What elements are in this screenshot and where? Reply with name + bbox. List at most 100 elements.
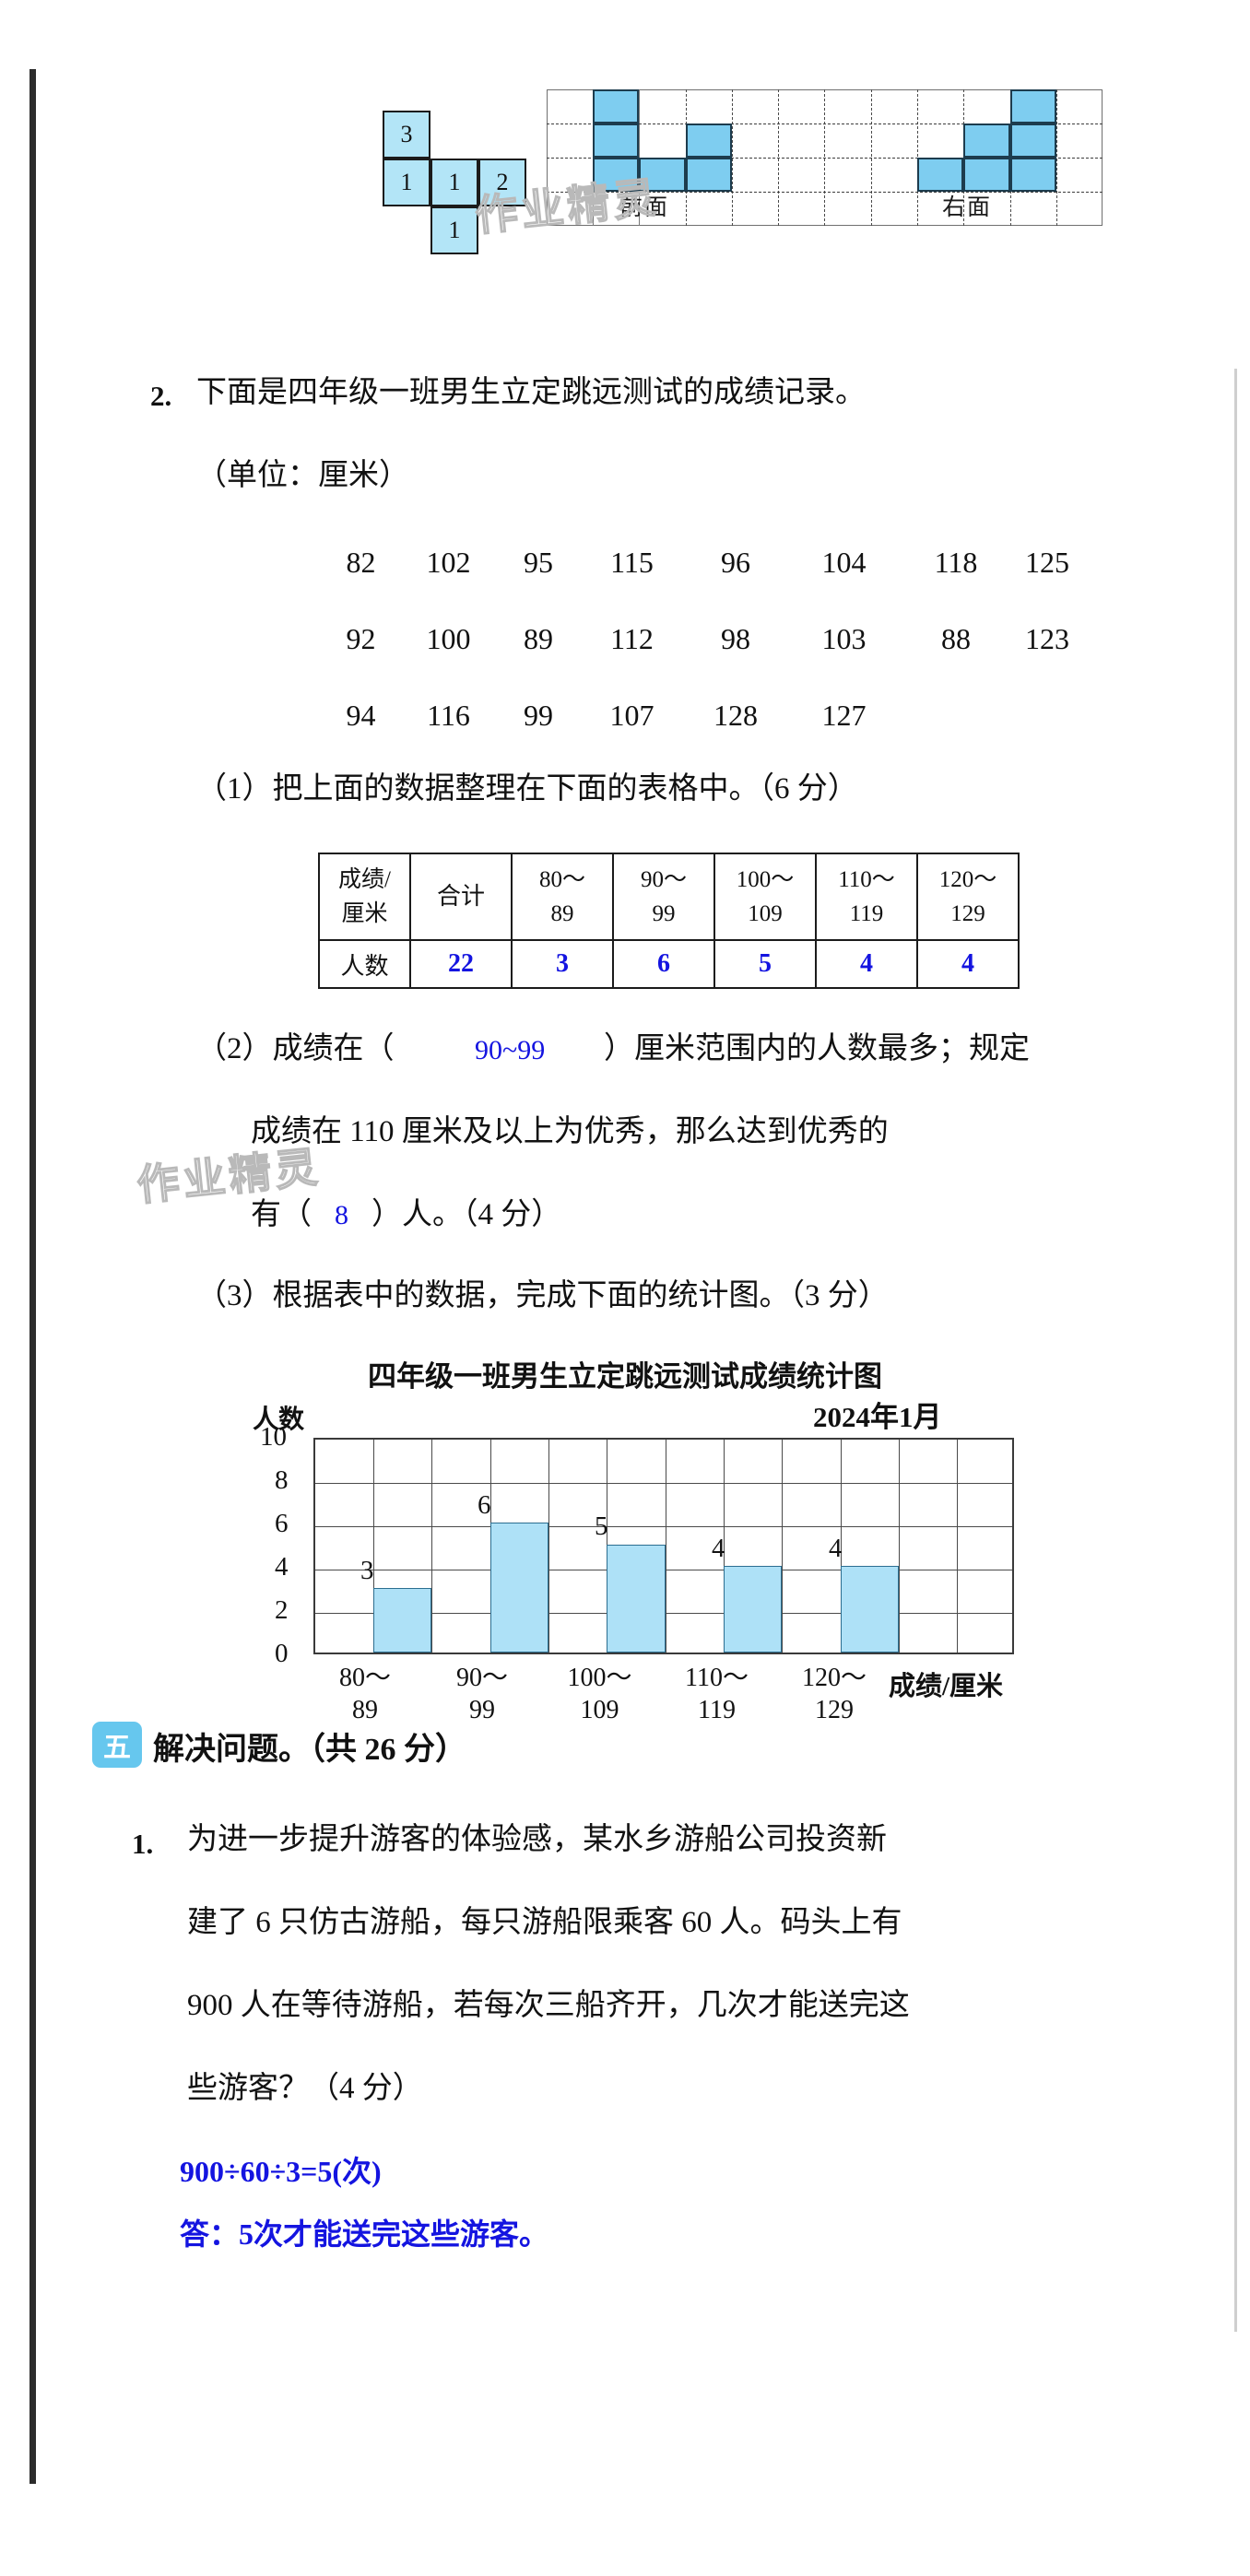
net-cell: 3 bbox=[383, 111, 430, 159]
question-2-number: 2. bbox=[150, 380, 172, 412]
grid-hline bbox=[547, 192, 1103, 193]
data-row-2: 92 100 89 112 98 103 88 123 bbox=[346, 622, 1070, 655]
answer-expression: 900÷60÷3=5(次) bbox=[180, 2155, 382, 2188]
section5-q1-line2: 建了 6 只仿古游船，每只游船限乘客 60 人。码头上有 bbox=[187, 1906, 902, 1939]
section5-q1-line1: 为进一步提升游客的体验感，某水乡游船公司投资新 bbox=[187, 1823, 887, 1856]
chart-gridline bbox=[315, 1526, 1012, 1527]
grid-shaded-cell bbox=[593, 124, 639, 158]
chart-gridline bbox=[373, 1440, 374, 1653]
chart-gridline bbox=[548, 1440, 549, 1653]
chart-ytick: 10 bbox=[260, 1421, 287, 1452]
table-cell-count: 3 bbox=[511, 939, 614, 989]
table-bin-header: 80～ 89 bbox=[511, 853, 614, 941]
data-row-3: 94 116 99 107 128 127 bbox=[346, 699, 867, 732]
chart-bar-value: 4 bbox=[829, 1534, 843, 1563]
question-2-stem-line2: （单位：厘米） bbox=[196, 459, 409, 492]
right-view-label: 右面 bbox=[942, 195, 993, 220]
chart-bar-value: 6 bbox=[478, 1490, 491, 1520]
table-bin-header: 90～ 99 bbox=[612, 853, 715, 941]
chart-bar-value: 5 bbox=[595, 1511, 608, 1541]
table-row-counts: 人数 22 3 6 5 4 4 bbox=[318, 939, 1020, 989]
net-cell: 2 bbox=[478, 159, 526, 206]
section-title-five: 解决问题。（共 26 分） bbox=[153, 1733, 466, 1767]
grid-shaded-cell bbox=[593, 158, 639, 192]
chart-gridline bbox=[899, 1440, 900, 1653]
question-2-sub2-line3-a: 有（ bbox=[251, 1198, 312, 1231]
chart-xtick: 80～ 89 bbox=[338, 1664, 391, 1724]
grid-shaded-cell bbox=[1010, 124, 1056, 158]
views-grid bbox=[547, 89, 1103, 226]
grid-shaded-cell bbox=[963, 158, 1010, 192]
answer-statement: 答：5次才能送完这些游客。 bbox=[180, 2217, 549, 2251]
chart-plot-area bbox=[313, 1438, 1014, 1654]
chart-ytick: 8 bbox=[275, 1464, 289, 1495]
table-bin-header: 120～ 129 bbox=[916, 853, 1020, 941]
front-view-label: 前面 bbox=[619, 195, 670, 220]
chart-xtick: 90～ 99 bbox=[455, 1664, 508, 1724]
data-row-1: 82 102 95 115 96 104 118 125 bbox=[346, 546, 1070, 579]
question-2-sub2-part-b: ）厘米范围内的人数最多；规定 bbox=[604, 1032, 1030, 1065]
grid-shaded-cell bbox=[1010, 89, 1056, 124]
bar-chart: 人数 2024年1月 10 8 6 4 2 bbox=[232, 1401, 1117, 1724]
net-cell: 1 bbox=[430, 206, 478, 254]
table-cell-count: 4 bbox=[815, 939, 918, 989]
top-figure: 3 1 1 2 1 bbox=[0, 37, 1250, 254]
chart-xtick: 120～ 129 bbox=[801, 1664, 867, 1724]
chart-bar-value: 3 bbox=[360, 1556, 374, 1585]
scan-right-edge bbox=[1234, 369, 1237, 2332]
corner-bottom-label: 厘米 bbox=[341, 901, 388, 926]
question-2-sub2-part-a: （2）成绩在（ bbox=[196, 1032, 395, 1065]
grid-shaded-cell bbox=[639, 158, 686, 192]
table-bin-header: 100～ 109 bbox=[713, 853, 817, 941]
corner-top-label: 成绩/ bbox=[338, 866, 391, 892]
chart-xtick: 100～ 109 bbox=[567, 1664, 632, 1724]
net-cell: 1 bbox=[430, 159, 478, 206]
question-2-sub1: （1）把上面的数据整理在下面的表格中。（6 分） bbox=[196, 772, 858, 806]
table-row-label: 人数 bbox=[318, 939, 411, 989]
chart-date-note: 2024年1月 bbox=[813, 1401, 942, 1433]
chart-gridline bbox=[724, 1440, 725, 1653]
chart-bar bbox=[607, 1544, 666, 1653]
table-total-header: 合计 bbox=[409, 853, 513, 941]
chart-bar bbox=[373, 1587, 431, 1653]
answer-blank-range: 90~99 bbox=[475, 1035, 546, 1065]
chart-bar-value: 4 bbox=[712, 1534, 725, 1563]
chart-gridline bbox=[957, 1440, 958, 1653]
chart-bar bbox=[724, 1566, 782, 1653]
net-cell: 1 bbox=[383, 159, 430, 206]
table-cell-count: 4 bbox=[916, 939, 1020, 989]
question-2-stem-line1: 下面是四年级一班男生立定跳远测试的成绩记录。 bbox=[196, 376, 866, 409]
chart-ytick: 0 bbox=[275, 1638, 289, 1668]
grid-hline bbox=[547, 158, 1103, 159]
section5-q1-line3: 900 人在等待游船，若每次三船齐开，几次才能送完这 bbox=[187, 1989, 910, 2022]
table-cell-count: 6 bbox=[612, 939, 715, 989]
table-corner-cell: 成绩/ 厘米 bbox=[318, 853, 411, 941]
scan-left-edge bbox=[29, 69, 36, 2484]
grid-shaded-cell bbox=[963, 124, 1010, 158]
chart-bar bbox=[841, 1566, 899, 1653]
question-2-sub2-line3-b: ）人。（4 分） bbox=[371, 1198, 562, 1231]
chart-title: 四年级一班男生立定跳远测试成绩统计图 bbox=[368, 1360, 882, 1393]
chart-gridline bbox=[782, 1440, 783, 1653]
chart-ytick: 2 bbox=[275, 1594, 289, 1625]
table-cell-total: 22 bbox=[409, 939, 513, 989]
section-badge-five: 五 bbox=[92, 1722, 142, 1768]
section5-q1-number: 1. bbox=[132, 1828, 154, 1860]
chart-xtick: 110～ 119 bbox=[685, 1664, 749, 1724]
chart-ylabel: 人数 bbox=[253, 1406, 305, 1434]
chart-bar bbox=[490, 1523, 548, 1653]
chart-gridline bbox=[315, 1483, 1012, 1484]
chart-gridline bbox=[431, 1440, 432, 1653]
table-cell-count: 5 bbox=[713, 939, 817, 989]
section5-q1-line4: 些游客？（4 分） bbox=[187, 2072, 423, 2105]
chart-ytick: 6 bbox=[275, 1508, 289, 1538]
answer-blank-count: 8 bbox=[335, 1200, 348, 1230]
grid-shaded-cell bbox=[686, 124, 732, 158]
grid-shaded-cell bbox=[593, 89, 639, 124]
question-2-sub2-line2: 成绩在 110 厘米及以上为优秀，那么达到优秀的 bbox=[251, 1115, 889, 1148]
frequency-table: 成绩/ 厘米 合计 80～ 89 90～ 99 100～ 109 110～ 119 12… bbox=[318, 853, 1020, 989]
table-row-header: 成绩/ 厘米 合计 80～ 89 90～ 99 100～ 109 110～ 119 12… bbox=[318, 853, 1020, 941]
table-bin-header: 110～ 119 bbox=[815, 853, 918, 941]
chart-gridline bbox=[841, 1440, 842, 1653]
